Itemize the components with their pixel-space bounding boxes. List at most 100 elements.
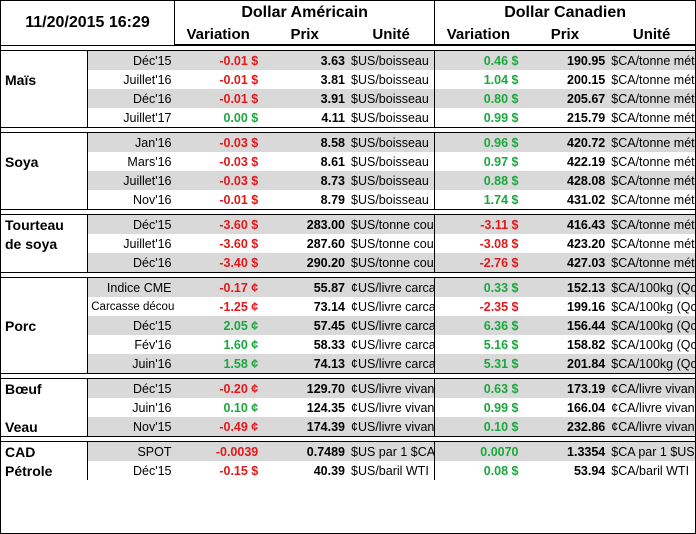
usd-price: 8.79 xyxy=(320,192,345,207)
commodity-name xyxy=(1,50,89,70)
table-row: Nov'16 -0.01 $ 8.79 $US/boisseau 1.74 $ 431.0… xyxy=(1,190,695,210)
period-label: SPOT xyxy=(87,441,175,461)
commodity-name: Soya xyxy=(1,152,89,171)
cad-variation: 5.31 $ xyxy=(434,354,522,374)
cad-variation: 5.16 $ xyxy=(434,335,522,354)
usd-price: 3.91 xyxy=(261,89,348,108)
commodity-name xyxy=(1,354,89,374)
usd-variation: -0.03 $ xyxy=(174,171,262,190)
usd-unit-header: Unité xyxy=(348,25,435,46)
cad-unit: $CA/100kg (Qc) xyxy=(611,299,695,314)
commodity-name xyxy=(1,277,89,297)
cad-unit: $CA/100kg (Qc) xyxy=(608,316,695,335)
cad-variation: 0.46 $ xyxy=(434,50,522,70)
group-separator xyxy=(1,127,695,133)
cad-variation: 1.74 $ xyxy=(434,190,522,210)
table-row: Jan'16 -0.03 $8.58 $US/boisseau 0.96 $420.7… xyxy=(1,132,695,152)
table-row: Fév'16 1.60 ¢ 58.33 ¢US/livre carcasse5.16 … xyxy=(1,335,695,354)
usd-unit: ¢US/livre carcasse xyxy=(348,277,435,297)
usd-variation: -0.49 ¢ xyxy=(174,417,262,437)
commodity-name xyxy=(1,335,89,354)
usd-unit: ¢US/livre vivant xyxy=(348,417,435,437)
period-label: Juin'16 xyxy=(87,354,175,374)
cad-price: 423.20 xyxy=(567,236,606,251)
commodity-name: Porc xyxy=(1,316,89,335)
cad-variation: 0.99 $ xyxy=(434,398,522,417)
cad-variation: 0.10 $ xyxy=(434,417,522,437)
cad-variation: 0.08 $ xyxy=(434,461,522,480)
period-label: Juillet'16 xyxy=(123,236,172,251)
usd-variation: 0.00 $ xyxy=(223,110,259,125)
cad-unit: $CA/tonne métr. xyxy=(611,236,695,251)
cad-price-header: Prix xyxy=(521,25,609,46)
usd-variation: -3.40 $ xyxy=(174,253,262,273)
report-datetime: 11/20/2015 16:29 xyxy=(1,1,175,45)
commodity-name xyxy=(1,89,89,108)
commodity-name: CAD xyxy=(1,441,89,461)
usd-unit: ¢US/livre carcasse xyxy=(351,337,435,352)
commodity-name: Bœuf xyxy=(1,378,89,398)
usd-price: 8.58 xyxy=(261,132,348,152)
period-label: Juillet'16 xyxy=(123,72,172,87)
cad-unit: $CA/tonne métr. xyxy=(608,50,695,70)
period-label: Indice CME xyxy=(87,277,175,297)
cad-unit: $CA par 1 $US xyxy=(608,441,695,461)
commodity-name: de soya xyxy=(1,234,89,253)
cad-price: 422.19 xyxy=(567,154,606,169)
cad-unit: $CA/100kg (Qc) xyxy=(608,277,695,297)
cad-price: 190.95 xyxy=(521,50,609,70)
cad-unit: $CA/100kg (Qc) xyxy=(611,337,695,352)
cad-price: 428.08 xyxy=(521,171,609,190)
cad-price: 431.02 xyxy=(567,192,606,207)
cad-price: 199.16 xyxy=(567,299,606,314)
table-row: Maïs Juillet'16 -0.01 $ 3.81 $US/boisseau 1.0… xyxy=(1,70,695,89)
usd-price: 55.87 xyxy=(261,277,348,297)
cad-price: 420.72 xyxy=(521,132,609,152)
usd-variation: 0.10 ¢ xyxy=(223,400,259,415)
usd-price: 57.45 xyxy=(261,316,348,335)
usd-unit: $US/tonne courte xyxy=(348,214,435,234)
commodity-name: Maïs xyxy=(1,70,89,89)
usd-unit: $US/boisseau xyxy=(351,154,429,169)
usd-price: 3.81 xyxy=(320,72,345,87)
usd-unit: $US/boisseau xyxy=(348,50,435,70)
period-label: Jan'16 xyxy=(87,132,175,152)
table-row: Juillet'16 -0.03 $8.73 $US/boisseau 0.88 $4… xyxy=(1,171,695,190)
cad-unit: $CA/tonne métr. xyxy=(608,253,695,273)
group-separator xyxy=(1,436,695,442)
usd-price: 124.35 xyxy=(306,400,345,415)
table-body: 11/20/2015 16:29 Dollar Américain Dollar… xyxy=(1,1,695,480)
table-row: Tourteau Déc'15 -3.60 $283.00 $US/tonne cou… xyxy=(1,214,695,234)
table-row: Indice CME-0.17 ¢55.87¢US/livre carcasse… xyxy=(1,277,695,297)
usd-price: 283.00 xyxy=(261,214,348,234)
commodity-name xyxy=(1,190,89,210)
header-row-titles: 11/20/2015 16:29 Dollar Américain Dollar… xyxy=(1,1,695,45)
group-separator xyxy=(1,44,695,51)
usd-unit: $US par 1 $CA xyxy=(348,441,435,461)
cad-variation: 0.0070 xyxy=(434,441,522,461)
cad-unit: $CA/tonne métr. xyxy=(611,72,695,87)
table-row: Pétrole Déc'15 -0.15 $ 40.39 $US/baril WTI 0.… xyxy=(1,461,695,480)
market-prices-table: 11/20/2015 16:29 Dollar Américain Dollar… xyxy=(1,1,695,480)
usd-price: 287.60 xyxy=(306,236,345,251)
cad-section-title: Dollar Canadien xyxy=(434,1,695,25)
usd-price: 0.7489 xyxy=(261,441,348,461)
usd-price: 3.63 xyxy=(261,50,348,70)
period-label: Nov'15 xyxy=(87,417,175,437)
cad-price: 205.67 xyxy=(521,89,609,108)
usd-variation: -0.15 $ xyxy=(219,463,259,478)
cad-unit: $CA/tonne métr. xyxy=(611,110,695,125)
usd-variation: -0.0039 xyxy=(174,441,262,461)
commodity-name: Tourteau xyxy=(1,214,89,234)
usd-variation: -0.17 ¢ xyxy=(174,277,262,297)
usd-variation: -3.60 $ xyxy=(219,236,259,251)
table-row: CAD SPOT -0.0039 0.7489 $US par 1 $CA 0.0070 1… xyxy=(1,441,695,461)
cad-price: 152.13 xyxy=(521,277,609,297)
commodity-name xyxy=(1,108,89,128)
cad-variation: -3.11 $ xyxy=(434,214,522,234)
group-separator xyxy=(1,209,695,215)
usd-variation: -3.60 $ xyxy=(174,214,262,234)
period-label: Mars'16 xyxy=(127,154,172,169)
usd-unit: $US/tonne courte xyxy=(348,253,435,273)
cad-price: 427.03 xyxy=(521,253,609,273)
